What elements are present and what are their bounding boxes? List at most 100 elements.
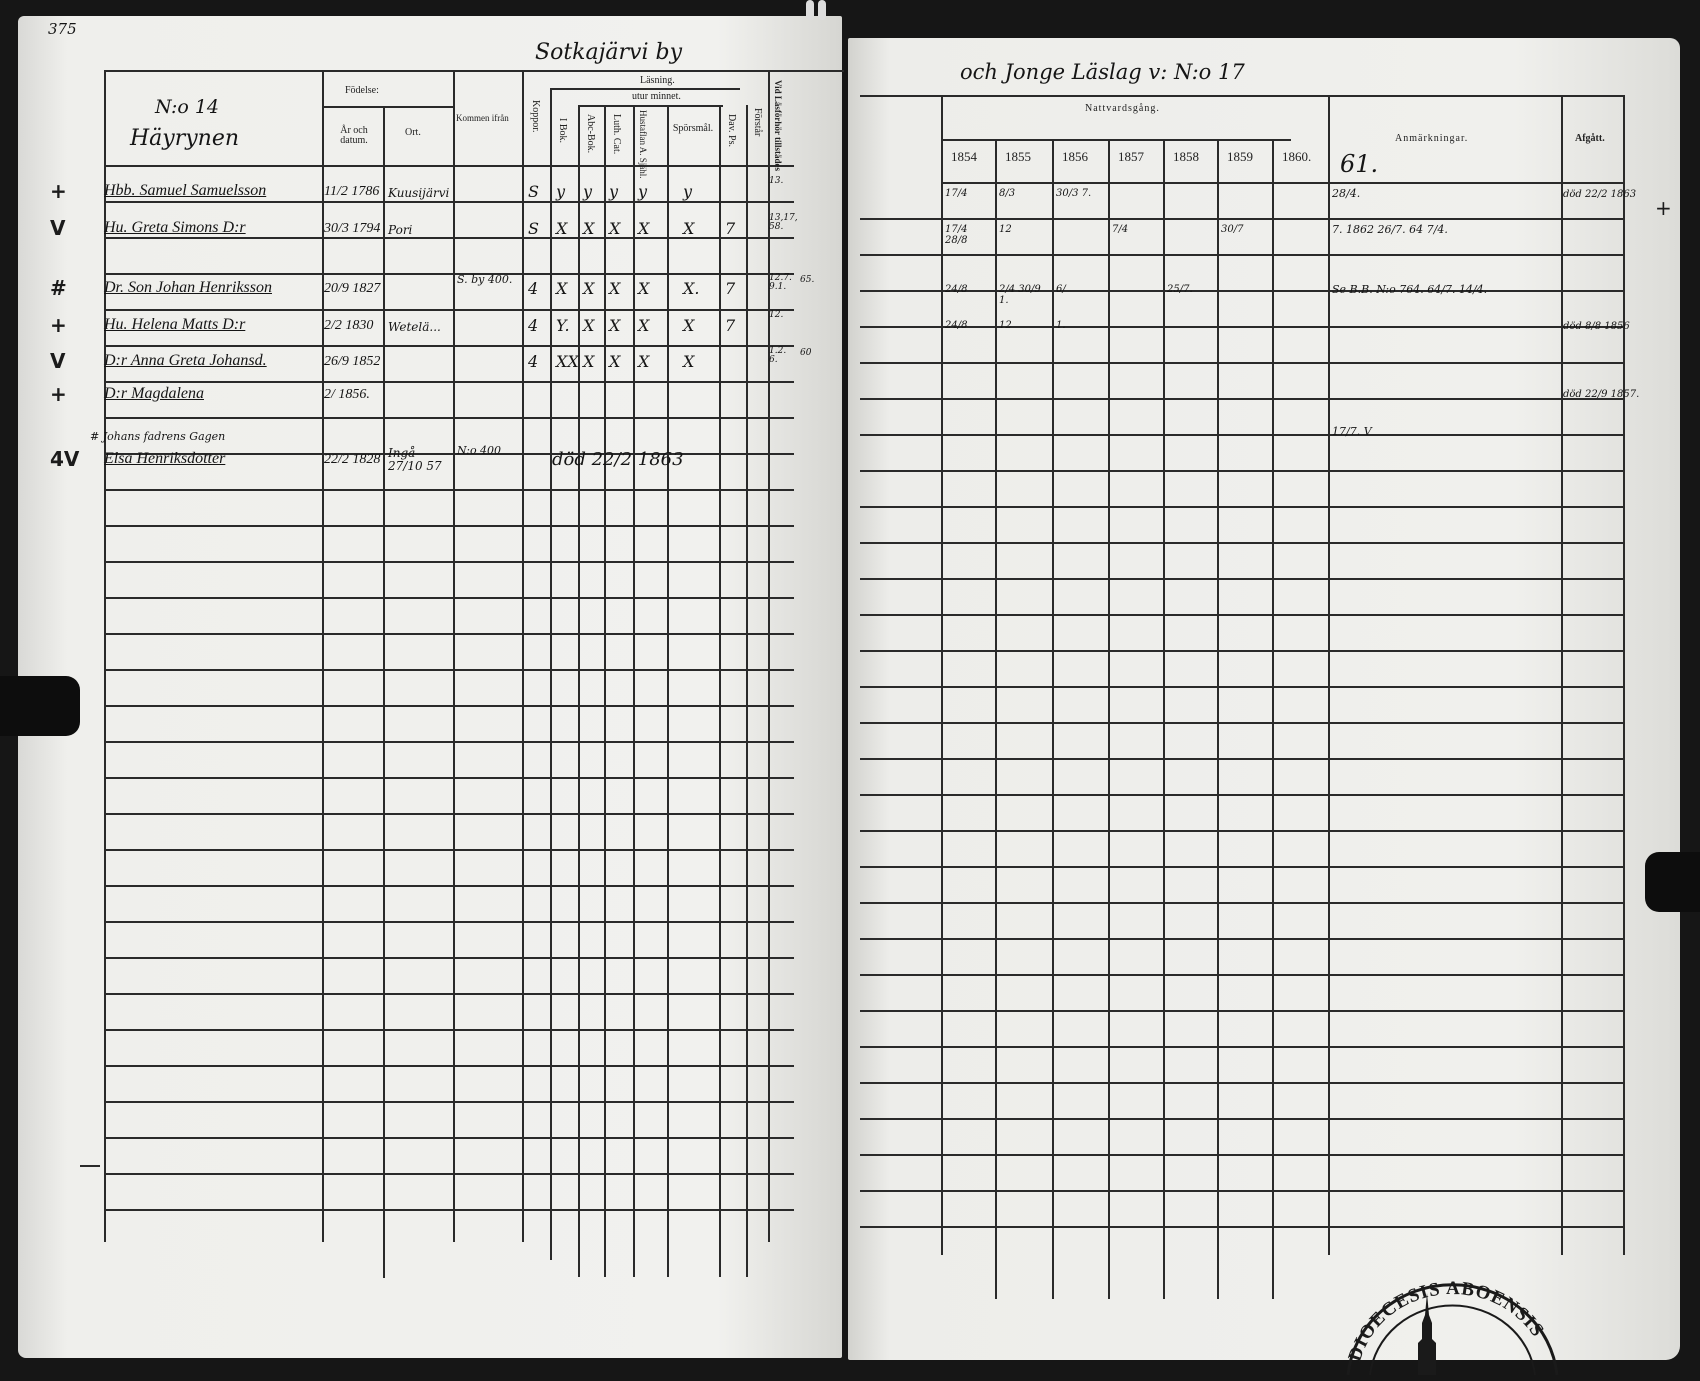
questions-header: Spörsmål. — [672, 123, 714, 134]
rule-row — [860, 290, 1625, 292]
remark: 7. 1862 26/7. 64 7/4. — [1332, 223, 1448, 236]
in-book-header: I Bok. — [557, 118, 568, 143]
communion-date: 12 — [999, 224, 1012, 235]
departed-header: Afgått. — [1575, 133, 1605, 144]
year-date-header: År och datum. — [340, 125, 368, 146]
communion-date: 2/4 30/9 1. — [999, 284, 1041, 306]
exam-attendance-extra: 60 — [800, 348, 812, 358]
year-header: 1859 — [1227, 149, 1253, 164]
rule-row — [860, 1118, 1625, 1120]
reading-mark-in_book: y — [556, 182, 566, 201]
place-header: Ort. — [405, 127, 421, 138]
rule-row — [104, 1029, 794, 1031]
rule-row — [860, 614, 1625, 616]
rule-column — [550, 88, 552, 1260]
departed-date: död 22/2 1863 — [1563, 189, 1637, 200]
reading-mark-luth: X — [609, 219, 621, 238]
status-mark: # — [50, 276, 67, 300]
status-mark: + — [50, 313, 67, 337]
psalms-header: Dav. Ps. — [726, 114, 737, 147]
reading-group-header: Läsning. — [640, 75, 675, 86]
departed-date: död 22/9 1857. — [1563, 389, 1640, 400]
rule-row — [104, 921, 794, 923]
left-page — [18, 16, 842, 1358]
status-mark: V — [50, 349, 66, 373]
rule-row — [860, 1010, 1625, 1012]
status-mark: 4V — [50, 447, 80, 471]
birth-date: 2/ 1856. — [324, 387, 370, 402]
moved-from: S. by 400. — [457, 273, 513, 286]
rule-row — [860, 902, 1625, 904]
rule-row — [104, 345, 794, 347]
communion-header: Nattvardsgång. — [1085, 103, 1160, 114]
rule-column — [941, 95, 943, 1255]
rule-header-bottom — [941, 182, 1625, 184]
reading-mark-questions: y — [683, 182, 693, 201]
rule-row — [860, 542, 1625, 544]
remark: 28/4. — [1332, 187, 1361, 200]
birth-date: 2/2 1830 — [324, 318, 374, 333]
rule-row — [104, 309, 794, 311]
moved-from-header: Kommen ifrån — [456, 113, 509, 123]
rule-row — [104, 273, 794, 275]
moved-from: N:o 400 — [457, 444, 502, 457]
birth-place: Kuusijärvi — [388, 186, 450, 200]
rule-row — [104, 237, 794, 239]
departed-date: död 8/8 1856 — [1563, 321, 1630, 332]
reading-mark-luth: X — [609, 352, 621, 371]
rule-row — [104, 705, 794, 707]
communion-date: 17/4 — [945, 188, 968, 199]
reading-mark-questions: X — [683, 219, 695, 238]
remarks-year: 61. — [1340, 150, 1379, 178]
remarks-header: Anmärkningar. — [1395, 133, 1469, 144]
reading-mark-questions: X. — [683, 279, 700, 298]
rule-row — [104, 741, 794, 743]
rule-row — [104, 489, 794, 491]
birth-place: Wetelä... — [388, 320, 441, 334]
status-mark: + — [50, 179, 67, 203]
rule-column — [1163, 139, 1165, 1299]
year-header: 1858 — [1173, 149, 1199, 164]
person-name: Hbb. Samuel Samuelsson — [104, 182, 267, 199]
exam-attendance: 12.7. 9.1. — [769, 273, 792, 292]
rule-row — [104, 777, 794, 779]
rule-column — [633, 105, 635, 1277]
rule-row — [104, 993, 794, 995]
rule-row — [104, 813, 794, 815]
exam-attendance: 13,17, 58. — [769, 213, 798, 232]
reading-mark-abc: y — [583, 182, 593, 201]
rule-row — [104, 453, 794, 455]
year-header: 1855 — [1005, 149, 1031, 164]
rule-column — [746, 105, 748, 1277]
exam-attendance: 13. — [769, 176, 784, 186]
exam-attendance: 1.2. 6. — [769, 346, 787, 365]
rule-row — [104, 957, 794, 959]
reading-mark-luth: X — [609, 279, 621, 298]
reading-mark-psalms: 7 — [725, 219, 736, 238]
reading-mark-questions: X — [683, 352, 695, 371]
birth-group-header: Födelse: — [345, 85, 379, 96]
church-tower-icon — [1418, 1293, 1436, 1375]
village-heading: Sotkajärvi by — [535, 40, 683, 65]
household-number: N:o 14 — [155, 96, 220, 118]
right-heading: och Jonge Läslag v: N:o 17 — [960, 60, 1245, 84]
rule-row — [104, 597, 794, 599]
rule-column — [604, 105, 606, 1277]
rule-row — [104, 1137, 794, 1139]
reading-mark-abc: X — [583, 352, 595, 371]
rule-column — [383, 106, 385, 1278]
year-header: 1856 — [1062, 149, 1088, 164]
reading-note: död 22/2 1863 — [552, 449, 684, 470]
birth-date: 30/3 1794 — [324, 221, 381, 236]
rule-row — [104, 201, 794, 203]
person-note: # Johans fadrens Gagen — [90, 430, 226, 443]
rule-column — [578, 105, 580, 1277]
rule-row — [860, 434, 1625, 436]
rule-row — [860, 506, 1625, 508]
person-name: Elsa Henriksdotter — [104, 450, 226, 467]
rule-table-top — [104, 70, 844, 72]
reading-mark-luth: X — [609, 316, 621, 335]
rule-row — [860, 794, 1625, 796]
rule-column — [1272, 139, 1274, 1299]
rule-column — [719, 105, 721, 1277]
